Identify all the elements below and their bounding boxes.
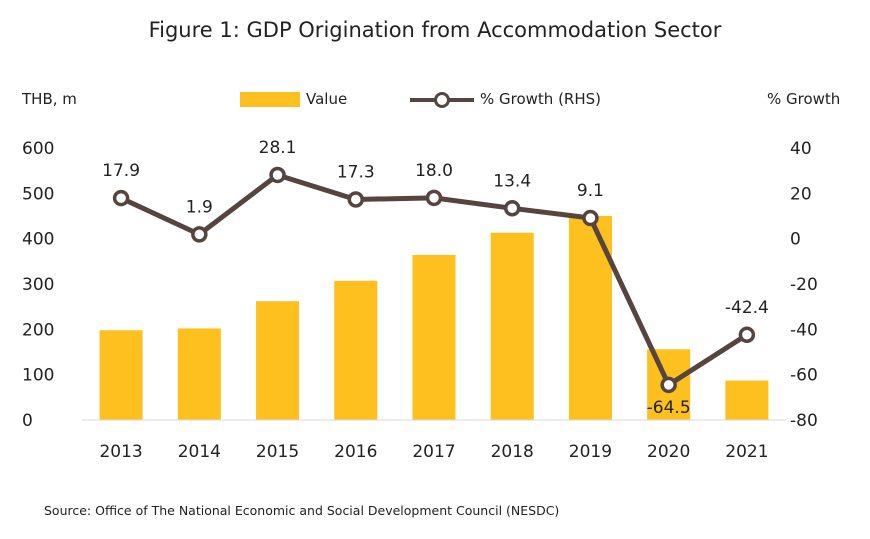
growth-point: [582, 209, 599, 227]
growth-point: [269, 166, 286, 184]
left-y-tick-label: 200: [22, 320, 54, 340]
growth-data-label: 9.1: [577, 181, 604, 201]
left-y-tick-label: 0: [22, 411, 33, 431]
right-y-tick-label: -60: [790, 366, 818, 386]
growth-point: [425, 189, 443, 207]
growth-point: [191, 226, 208, 243]
growth-data-label: -42.4: [725, 298, 769, 318]
growth-data-label: 17.3: [337, 162, 375, 182]
right-y-tick-label: -80: [790, 411, 818, 431]
growth-data-label: 1.9: [186, 197, 213, 217]
right-y-tick-label: -20: [790, 275, 818, 295]
legend-swatch-line: [410, 91, 474, 108]
growth-data-label: -64.5: [647, 398, 691, 418]
left-y-tick-label: 100: [22, 366, 54, 386]
right-axis-unit: % Growth: [767, 90, 841, 108]
growth-data-label: 28.1: [259, 138, 297, 158]
growth-point: [347, 191, 365, 208]
left-y-tick-label: 500: [22, 184, 54, 204]
x-tick-label: 2019: [569, 442, 612, 462]
bar-series: [99, 216, 769, 420]
left-axis-unit: THB, m: [22, 90, 77, 108]
x-tick-label: 2013: [99, 442, 142, 462]
chart-title: Figure 1: GDP Origination from Accommoda…: [148, 18, 722, 42]
growth-point: [503, 200, 521, 217]
bar: [490, 232, 534, 420]
legend-label-value: Value: [306, 90, 348, 108]
x-tick-label: 2017: [412, 442, 455, 462]
left-y-tick-label: 400: [22, 230, 54, 250]
x-tick-label: 2021: [725, 442, 768, 462]
x-tick-label: 2020: [647, 442, 690, 462]
legend-label-growth: % Growth (RHS): [480, 90, 602, 108]
legend-item-growth: % Growth (RHS): [410, 90, 601, 108]
source-note: Source: Office of The National Economic …: [44, 503, 560, 518]
x-tick-label: 2015: [256, 442, 299, 462]
growth-point: [738, 326, 756, 344]
bar: [334, 280, 378, 420]
bar: [725, 380, 769, 420]
growth-point: [660, 376, 677, 394]
bar: [99, 330, 143, 420]
growth-point: [112, 189, 130, 207]
legend-item-value: Value: [240, 90, 347, 108]
growth-data-label: 17.9: [102, 161, 140, 181]
growth-data-label: 13.4: [493, 171, 531, 191]
right-y-tick-label: -40: [790, 320, 818, 340]
left-y-tick-label: 300: [22, 275, 54, 295]
legend-swatch-bar: [240, 91, 300, 107]
x-tick-label: 2014: [178, 442, 221, 462]
right-y-tick-label: 40: [790, 139, 812, 159]
right-y-tick-label: 0: [790, 230, 801, 250]
right-y-axis: -80 -60 -40 -20 0 20 40: [790, 139, 818, 431]
x-tick-label: 2018: [491, 442, 534, 462]
x-axis: 2013 2014 2015 2016 2017 2018 2019 2020 2021: [99, 442, 768, 462]
x-tick-label: 2016: [334, 442, 377, 462]
growth-data-labels: 17.9 1.9 28.1 17.3 18.0 13.4 9.1 -64.5 -42.4: [102, 138, 769, 418]
growth-line-series: [112, 166, 756, 394]
left-y-axis: 0 100 200 300 400 500 600: [22, 139, 54, 431]
bar: [177, 328, 221, 420]
right-y-tick-label: 20: [790, 184, 812, 204]
bar: [412, 254, 456, 420]
bar: [256, 301, 300, 420]
left-y-tick-label: 600: [22, 139, 54, 159]
growth-data-label: 18.0: [415, 161, 453, 181]
